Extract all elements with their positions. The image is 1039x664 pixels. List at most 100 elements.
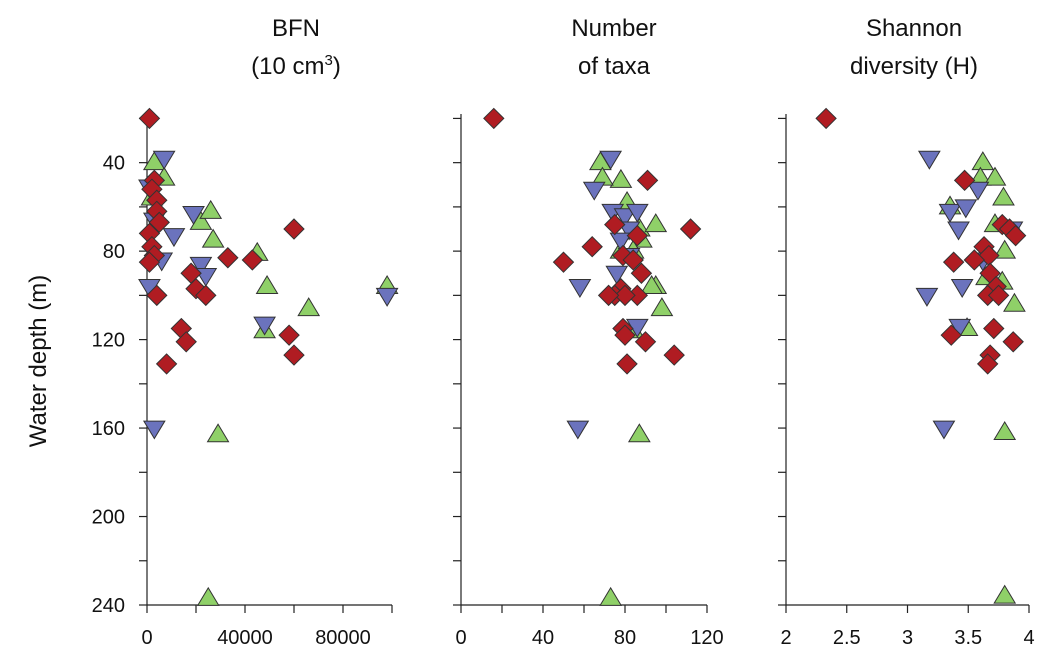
data-point-triangle-down <box>142 420 166 440</box>
data-point-triangle-down <box>152 150 176 170</box>
data-point-diamond <box>597 284 620 307</box>
series-diamond <box>815 107 1027 375</box>
panel-title-line1: Number <box>571 15 656 42</box>
data-point-triangle-down <box>182 206 205 225</box>
data-point-triangle-up <box>199 199 223 219</box>
data-point-triangle-down <box>613 208 637 228</box>
data-point-triangle-up <box>993 584 1017 604</box>
data-point-diamond <box>195 284 217 307</box>
data-point-triangle-up <box>206 423 230 443</box>
x-tick-label: 0 <box>141 627 152 649</box>
data-point-diamond <box>622 249 644 271</box>
data-point-diamond <box>155 353 178 375</box>
x-tick-label: 80 <box>614 627 636 649</box>
data-point-diamond <box>679 218 702 240</box>
y-tick-label: 120 <box>92 330 125 352</box>
data-point-diamond <box>138 251 161 273</box>
data-point-triangle-down <box>189 256 213 276</box>
data-point-diamond <box>940 324 962 346</box>
series-diamond <box>483 107 702 375</box>
panel-3: Shannon diversity (H) 2 2.5 3 3.5 4 <box>778 15 1035 649</box>
data-point-triangle-down <box>609 232 633 252</box>
data-point-triangle-up <box>1003 292 1026 312</box>
y-tick-label: 40 <box>103 153 125 175</box>
panel-title-line2: (10 cm3) <box>251 52 341 80</box>
data-point-diamond <box>953 169 976 192</box>
x-tick-label: 2.5 <box>833 627 861 649</box>
data-point-diamond <box>626 224 649 247</box>
data-point-diamond <box>581 235 603 258</box>
data-point-diamond <box>1002 331 1024 353</box>
series-triangle-up <box>938 151 1026 604</box>
data-point-diamond <box>278 324 300 346</box>
data-point-triangle-down <box>253 316 276 336</box>
data-point-diamond <box>963 249 986 271</box>
y-tick-label: 240 <box>92 595 125 617</box>
data-point-triangle-down <box>568 279 592 298</box>
data-point-diamond <box>217 247 239 269</box>
data-point-diamond <box>1004 224 1027 247</box>
panel-2: Number of taxa 0 40 80 120 <box>453 15 724 649</box>
data-point-triangle-down <box>966 181 990 201</box>
data-point-diamond <box>636 169 659 192</box>
x-tick-label: 80000 <box>315 627 371 649</box>
data-point-triangle-down <box>599 150 623 170</box>
panel-title-line1: Shannon <box>866 15 962 42</box>
data-point-triangle-down <box>938 203 962 223</box>
data-point-triangle-up <box>993 239 1017 259</box>
data-point-triangle-up <box>992 186 1015 206</box>
data-point-diamond <box>146 284 168 307</box>
data-point-diamond <box>283 344 305 366</box>
y-tick-label: 160 <box>92 418 125 440</box>
data-point-diamond <box>616 353 638 375</box>
data-point-triangle-up <box>201 228 225 248</box>
data-point-triangle-down <box>162 228 186 248</box>
y-tick-label: 80 <box>103 241 125 263</box>
panel-title-line2: diversity (H) <box>850 53 978 80</box>
data-point-diamond <box>942 251 965 273</box>
data-point-triangle-down <box>375 287 399 307</box>
data-point-triangle-up <box>640 275 664 295</box>
data-point-triangle-down <box>947 221 970 241</box>
y-axis-label: Water depth (m) <box>25 275 52 448</box>
data-point-triangle-down <box>917 150 941 170</box>
panel-title-line1: BFN <box>272 15 320 42</box>
x-tick-label: 40 <box>532 627 554 649</box>
x-tick-label: 4 <box>1023 627 1034 649</box>
data-point-triangle-up <box>627 423 651 443</box>
x-tick-label: 3 <box>902 627 913 649</box>
data-point-diamond <box>614 324 636 346</box>
data-point-diamond <box>138 107 161 130</box>
data-point-triangle-up <box>255 275 279 295</box>
series-diamond <box>138 107 305 375</box>
panel-1: BFN (10 cm3) 40 80 120 160 200 240 0 40000 80000 <box>92 15 399 649</box>
x-tick-label: 0 <box>455 627 466 649</box>
data-point-triangle-down <box>932 420 956 440</box>
data-point-diamond <box>612 244 634 267</box>
series-triangle-up <box>140 151 399 606</box>
data-point-triangle-down <box>915 287 939 307</box>
data-point-diamond <box>483 107 505 130</box>
panel-title-line2: of taxa <box>578 53 651 80</box>
data-point-diamond <box>148 211 170 234</box>
x-tick-label: 120 <box>690 627 723 649</box>
data-point-diamond <box>241 249 264 271</box>
data-point-triangle-up <box>650 297 674 317</box>
data-point-diamond <box>614 284 636 307</box>
x-tick-label: 3.5 <box>954 627 982 649</box>
data-point-triangle-down <box>582 181 606 201</box>
data-point-triangle-down <box>605 265 629 285</box>
data-point-diamond <box>175 331 197 353</box>
data-point-triangle-up <box>609 168 633 188</box>
data-point-diamond <box>815 107 837 130</box>
data-point-triangle-down <box>625 203 649 223</box>
data-point-diamond <box>983 317 1005 340</box>
data-point-triangle-up <box>993 421 1017 440</box>
data-point-triangle-down <box>566 420 590 440</box>
series-triangle-down <box>138 150 399 440</box>
x-tick-label: 40000 <box>217 627 273 649</box>
data-point-diamond <box>976 353 999 375</box>
data-point-triangle-up <box>644 213 668 233</box>
